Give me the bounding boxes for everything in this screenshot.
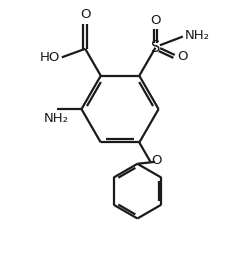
Text: O: O	[152, 154, 162, 167]
Text: S: S	[151, 40, 160, 55]
Text: O: O	[177, 50, 188, 63]
Text: HO: HO	[40, 51, 60, 64]
Text: O: O	[80, 8, 90, 22]
Text: NH₂: NH₂	[185, 29, 210, 42]
Text: NH₂: NH₂	[44, 112, 69, 124]
Text: O: O	[150, 14, 161, 27]
